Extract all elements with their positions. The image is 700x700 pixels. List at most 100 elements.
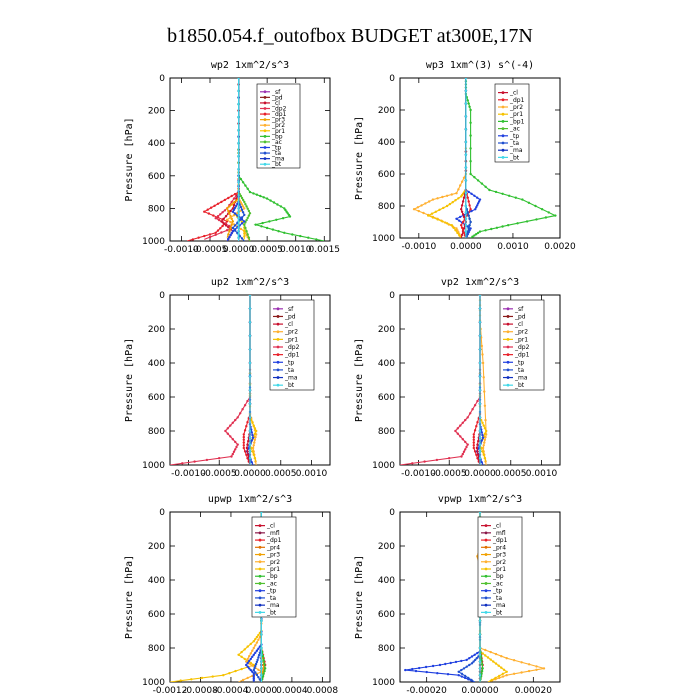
series-point <box>450 224 453 227</box>
series-point <box>265 226 269 230</box>
series-point <box>229 216 232 219</box>
series-point <box>480 669 484 673</box>
x-tick-label: 0.00020 <box>515 686 552 696</box>
legend-label: _dp2 <box>271 106 287 113</box>
series-point <box>231 220 235 223</box>
series-point <box>505 674 508 677</box>
series-point <box>470 209 473 213</box>
series-point <box>525 220 529 223</box>
legend-label: _pr4 <box>492 544 506 551</box>
series-point <box>253 666 256 670</box>
series-point <box>256 658 259 662</box>
series-point <box>255 673 259 677</box>
series-point <box>476 399 479 403</box>
legend-marker <box>501 141 505 145</box>
series-point <box>236 443 239 446</box>
series-point <box>450 193 453 196</box>
series-point <box>231 421 234 424</box>
series-point <box>461 200 465 203</box>
series-point <box>482 376 485 379</box>
series-point <box>237 142 240 145</box>
series-point <box>248 429 252 433</box>
series-point <box>424 665 428 669</box>
series-point <box>431 664 435 668</box>
legend-marker <box>506 376 510 379</box>
series-point <box>243 648 246 651</box>
series-point <box>255 660 259 664</box>
series-point <box>232 450 236 453</box>
series-point <box>245 663 248 667</box>
series-point <box>505 670 508 673</box>
series-point <box>254 662 258 666</box>
series-point <box>250 461 253 464</box>
series-point <box>436 672 439 675</box>
series-point <box>445 194 449 197</box>
panel-title: wp3 1xm^(3) s^(-4) <box>426 60 534 71</box>
series-point <box>464 448 467 451</box>
legend-label: _bt <box>492 609 503 616</box>
series-point <box>470 655 474 658</box>
legend-marker <box>263 134 267 138</box>
x-tick-label: -0.0010 <box>401 242 436 252</box>
series-point <box>476 450 479 453</box>
series-point <box>239 412 242 415</box>
legend-marker <box>263 107 267 110</box>
series-point <box>468 663 471 667</box>
series-point <box>458 219 461 222</box>
legend-marker <box>263 95 267 99</box>
legend-marker <box>501 148 505 152</box>
series-point <box>478 674 482 677</box>
series-point <box>261 221 264 225</box>
x-tick-label: 0.00000 <box>461 686 498 696</box>
series-point <box>468 204 471 207</box>
series-point <box>460 659 463 663</box>
series-point <box>411 462 414 465</box>
series-point <box>245 425 248 428</box>
series-point <box>480 461 483 464</box>
series-point <box>252 453 255 456</box>
y-tick-label: 600 <box>148 393 165 403</box>
series-point <box>247 209 251 213</box>
series-point <box>222 674 225 677</box>
series-point <box>258 651 262 654</box>
series-point <box>468 657 471 660</box>
series-point <box>237 233 240 236</box>
series-point <box>246 233 249 236</box>
y-tick-label: 0 <box>159 508 165 518</box>
series-point <box>473 176 476 179</box>
series-point <box>467 200 470 203</box>
series-point <box>241 408 244 411</box>
series-point <box>243 220 246 223</box>
legend-label: _pr1 <box>271 128 285 135</box>
series-point <box>229 233 232 237</box>
series-point <box>473 234 476 237</box>
series-point <box>480 336 483 339</box>
y-tick-label: 200 <box>378 542 395 552</box>
series-point <box>478 375 482 378</box>
series-point <box>206 208 209 211</box>
chart-panel-4: vp2 1xm^2/s^3 Pressure [hPa] -0.0010-0.000… <box>354 277 561 479</box>
legend-label: _ma <box>271 156 285 163</box>
series-point <box>554 214 557 217</box>
series-point <box>481 652 484 655</box>
legend-marker <box>501 98 505 102</box>
series-point <box>464 140 468 144</box>
legend-label: _pr3 <box>271 117 285 124</box>
series-point <box>251 655 254 658</box>
series-point <box>480 446 483 450</box>
series-point <box>500 666 503 669</box>
series-point <box>218 457 221 460</box>
series-point <box>455 227 458 230</box>
series-point <box>468 229 471 232</box>
series-point <box>467 227 470 230</box>
series-point <box>467 190 470 194</box>
legend-marker <box>484 531 488 535</box>
series-point <box>478 361 482 365</box>
legend-box <box>269 299 315 391</box>
legend-label: _pr3 <box>266 552 280 559</box>
series-point <box>216 215 220 218</box>
y-tick-label: 200 <box>378 325 395 335</box>
series-point <box>480 182 484 185</box>
series-point <box>237 653 240 656</box>
legend-label: _dp1 <box>514 352 530 359</box>
